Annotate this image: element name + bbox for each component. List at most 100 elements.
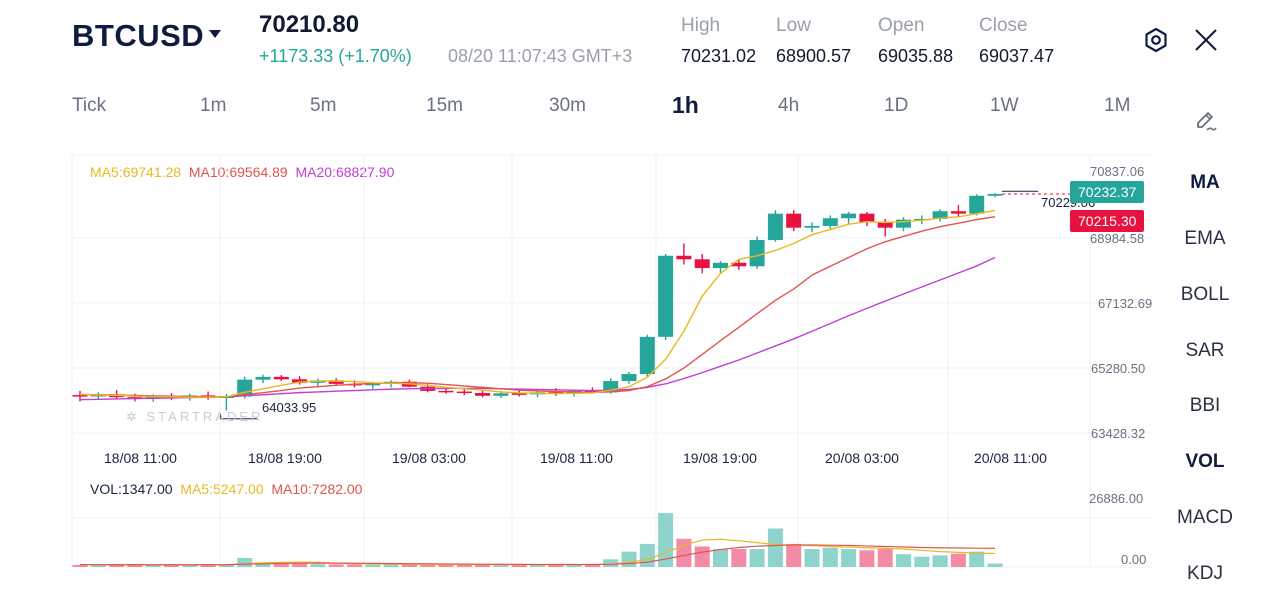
volume-bar bbox=[658, 513, 674, 567]
vol-value-legend: VOL:1347.00 bbox=[90, 481, 173, 497]
volume-bar bbox=[347, 564, 362, 567]
time-axis-label: 19/08 03:00 bbox=[392, 450, 466, 466]
volume-bar bbox=[127, 564, 143, 567]
time-axis-label: 18/08 11:00 bbox=[104, 450, 177, 466]
vol-ma10-line bbox=[79, 544, 996, 566]
indicator-sar[interactable]: SAR bbox=[1185, 340, 1225, 361]
volume-bar bbox=[475, 564, 491, 567]
candle-body bbox=[639, 336, 655, 375]
indicator-kdj[interactable]: KDJ bbox=[1187, 563, 1223, 584]
timeframe-1h[interactable]: 1h bbox=[672, 92, 699, 118]
price-axis-label: 70837.06 bbox=[1090, 164, 1145, 179]
volume-axis-label: 0.00 bbox=[1121, 552, 1147, 567]
candle-body bbox=[987, 193, 1003, 196]
candle-body bbox=[511, 393, 527, 395]
ma5-line bbox=[79, 209, 996, 398]
price-change: +1173.33 (+1.70%) bbox=[259, 46, 412, 66]
timeframe-30m[interactable]: 30m bbox=[549, 95, 586, 116]
candle-body bbox=[786, 213, 802, 228]
volume-bar bbox=[530, 564, 545, 567]
volume-bar bbox=[566, 564, 582, 567]
candle-body bbox=[749, 239, 765, 267]
volume-bar bbox=[584, 564, 600, 567]
candle-body bbox=[731, 262, 747, 267]
timeframe-4h[interactable]: 4h bbox=[778, 95, 800, 116]
settings-icon[interactable] bbox=[1142, 26, 1170, 54]
volume-bar bbox=[145, 564, 161, 567]
volume-bar bbox=[548, 564, 564, 567]
volume-bar bbox=[456, 564, 472, 567]
vol-ma10-legend: MA10:7282.00 bbox=[271, 481, 363, 497]
timeframe-1mo[interactable]: 1M bbox=[1104, 95, 1131, 116]
candle-body bbox=[969, 195, 985, 214]
volume-bar bbox=[511, 564, 527, 567]
price-axis-label: 68984.58 bbox=[1090, 231, 1145, 246]
volume-bar bbox=[676, 538, 692, 567]
volume-bar bbox=[603, 559, 619, 567]
low-marker-line bbox=[219, 413, 258, 420]
close-icon[interactable] bbox=[1192, 26, 1220, 54]
low-value: 68900.57 bbox=[776, 46, 852, 66]
candle-body bbox=[841, 213, 857, 219]
indicator-ma[interactable]: MA bbox=[1190, 172, 1220, 193]
volume-bar bbox=[896, 554, 911, 567]
vol-ma5-line bbox=[79, 538, 996, 566]
candle-body bbox=[237, 379, 253, 397]
timeframe-5m[interactable]: 5m bbox=[310, 95, 337, 116]
candle-body bbox=[603, 381, 619, 393]
drawing-tool-icon[interactable] bbox=[1193, 108, 1219, 134]
volume-bar bbox=[438, 564, 454, 567]
timeframe-1w[interactable]: 1W bbox=[990, 95, 1019, 116]
ask-price-tag: 70232.37 bbox=[1070, 181, 1145, 203]
volume-bar bbox=[822, 547, 838, 567]
time-axis-label: 19/08 19:00 bbox=[683, 450, 757, 466]
symbol-selector[interactable]: BTCUSD bbox=[72, 18, 205, 53]
volume-bar bbox=[365, 564, 381, 567]
volume-bar bbox=[950, 553, 966, 567]
candle-body bbox=[658, 255, 674, 337]
timeframe-1m[interactable]: 1m bbox=[200, 95, 227, 116]
indicator-vol[interactable]: VOL bbox=[1185, 451, 1225, 472]
timeframe-1d[interactable]: 1D bbox=[884, 95, 909, 116]
timeframe-tick[interactable]: Tick bbox=[72, 95, 107, 116]
ma-legend: MA5:69741.28 MA10:69564.89 MA20:68827.90 bbox=[90, 164, 394, 180]
volume-bar bbox=[310, 564, 326, 567]
indicator-ema[interactable]: EMA bbox=[1184, 228, 1226, 249]
bid-price-tag: 70215.30 bbox=[1070, 210, 1145, 232]
candle-body bbox=[365, 383, 381, 386]
candle-body bbox=[292, 379, 308, 383]
candle-body bbox=[694, 259, 710, 269]
indicator-macd[interactable]: MACD bbox=[1177, 507, 1233, 528]
volume-bar bbox=[767, 528, 783, 567]
volume-bar bbox=[914, 556, 930, 567]
candle-body bbox=[822, 218, 838, 226]
chevron-down-icon[interactable] bbox=[209, 30, 221, 38]
volume-bar bbox=[713, 549, 728, 567]
price-axis-label: 67132.69 bbox=[1098, 296, 1153, 311]
low-marker: 64033.95 bbox=[262, 400, 317, 415]
candle-body bbox=[475, 392, 491, 396]
volume-axis-label: 26886.00 bbox=[1089, 491, 1144, 506]
vol-legend: VOL:1347.00 MA5:5247.00 MA10:7282.00 bbox=[90, 481, 362, 497]
indicator-boll[interactable]: BOLL bbox=[1180, 284, 1230, 305]
ma10-legend: MA10:69564.89 bbox=[188, 164, 288, 180]
volume-bar bbox=[786, 543, 802, 567]
volume-bar bbox=[218, 564, 234, 567]
volume-bar bbox=[401, 563, 417, 567]
last-price: 70210.80 bbox=[259, 11, 360, 38]
volume-bar bbox=[969, 551, 985, 567]
volume-bar bbox=[932, 555, 948, 567]
volume-bar bbox=[621, 551, 637, 567]
candle-body bbox=[328, 380, 344, 384]
open-value: 69035.88 bbox=[878, 46, 954, 66]
indicator-bbi[interactable]: BBI bbox=[1189, 395, 1221, 416]
volume-bar bbox=[237, 558, 253, 567]
volume-bar bbox=[109, 564, 125, 567]
volume-bar bbox=[859, 550, 875, 567]
open-label: Open bbox=[878, 15, 925, 36]
ma20-line bbox=[79, 256, 996, 401]
ma20-legend: MA20:68827.90 bbox=[295, 164, 395, 180]
volume-bar bbox=[731, 549, 747, 567]
timeframe-15m[interactable]: 15m bbox=[426, 95, 463, 116]
